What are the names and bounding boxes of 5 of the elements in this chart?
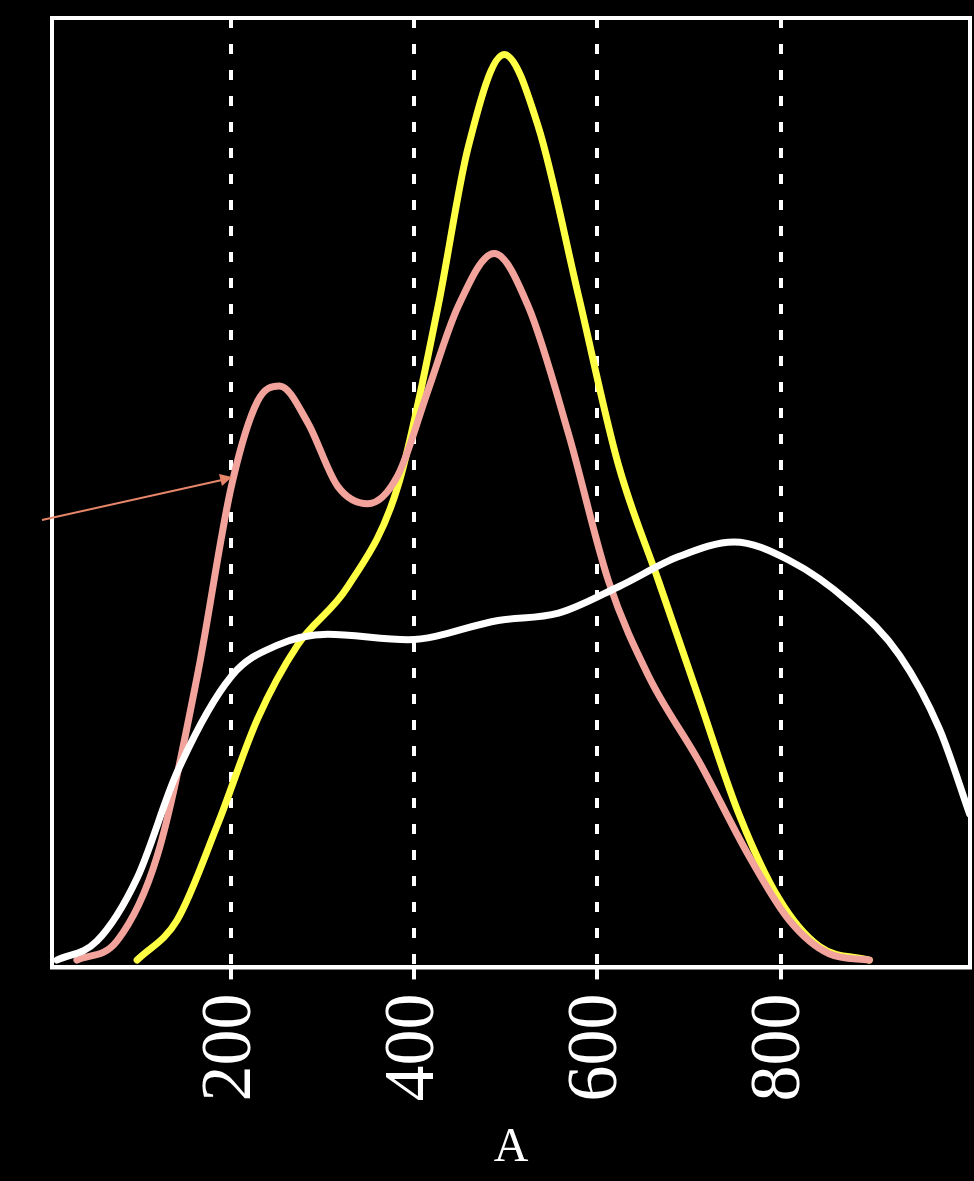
x-tick-label: 400: [369, 993, 450, 1102]
x-tick-label: 800: [735, 993, 816, 1102]
x-tick-label: 600: [552, 993, 633, 1102]
x-axis-title: A: [493, 1117, 529, 1171]
x-tick-label: 200: [186, 993, 267, 1102]
